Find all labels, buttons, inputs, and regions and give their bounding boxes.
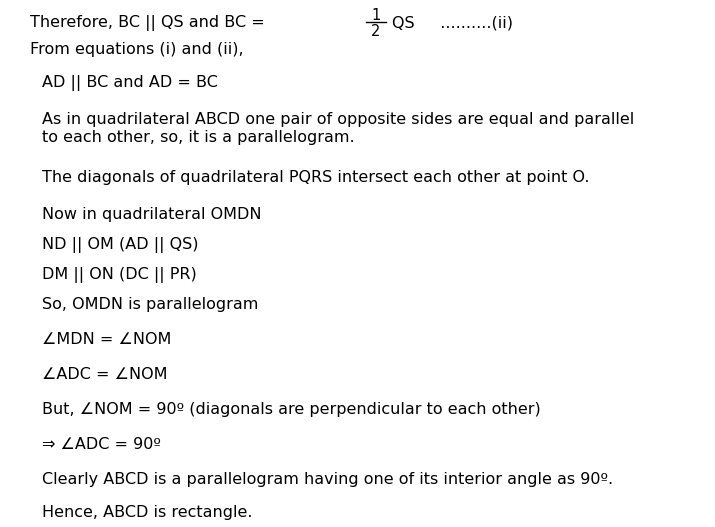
Text: The diagonals of quadrilateral PQRS intersect each other at point O.: The diagonals of quadrilateral PQRS inte… [42,170,589,185]
Text: But, ∠NOM = 90º (diagonals are perpendicular to each other): But, ∠NOM = 90º (diagonals are perpendic… [42,402,541,417]
Text: Now in quadrilateral OMDN: Now in quadrilateral OMDN [42,207,262,222]
Text: AD || BC and AD = BC: AD || BC and AD = BC [42,75,218,91]
Text: 2: 2 [371,24,380,39]
Text: ND || OM (AD || QS): ND || OM (AD || QS) [42,237,199,253]
Text: ∠MDN = ∠NOM: ∠MDN = ∠NOM [42,332,172,347]
Text: ∠ADC = ∠NOM: ∠ADC = ∠NOM [42,367,167,382]
Text: to each other, so, it is a parallelogram.: to each other, so, it is a parallelogram… [42,130,355,145]
Text: So, OMDN is parallelogram: So, OMDN is parallelogram [42,297,258,312]
Text: From equations (i) and (ii),: From equations (i) and (ii), [30,42,244,57]
Text: Hence, ABCD is rectangle.: Hence, ABCD is rectangle. [42,505,252,520]
Text: Therefore, BC || QS and BC =: Therefore, BC || QS and BC = [30,15,270,31]
Text: Clearly ABCD is a parallelogram having one of its interior angle as 90º.: Clearly ABCD is a parallelogram having o… [42,472,613,487]
Text: DM || ON (DC || PR): DM || ON (DC || PR) [42,267,197,283]
Text: QS     ..........(ii): QS ..........(ii) [392,15,513,30]
Text: ⇒ ∠ADC = 90º: ⇒ ∠ADC = 90º [42,437,161,452]
Text: As in quadrilateral ABCD one pair of opposite sides are equal and parallel: As in quadrilateral ABCD one pair of opp… [42,112,634,127]
Text: 1: 1 [371,8,380,23]
